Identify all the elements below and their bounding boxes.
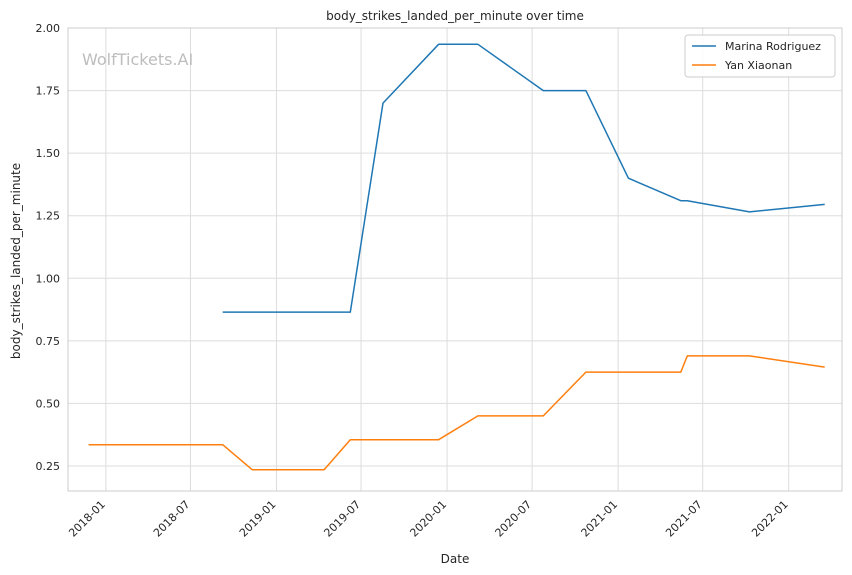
y-tick-label: 0.75 xyxy=(36,335,61,348)
legend: Marina Rodriguez Yan Xiaonan xyxy=(684,34,836,78)
watermark: WolfTickets.AI xyxy=(82,50,193,69)
plot-frame xyxy=(67,27,843,492)
y-tick-label: 0.50 xyxy=(36,397,61,410)
legend-box xyxy=(684,34,836,78)
y-tick-label: 1.00 xyxy=(36,272,61,285)
y-tick-labels: 0.25 0.50 0.75 1.00 1.25 1.50 1.75 2.00 xyxy=(36,22,61,473)
x-axis-label: Date xyxy=(441,552,470,566)
series-layer xyxy=(88,43,825,471)
y-tick-label: 0.25 xyxy=(36,460,61,473)
series-line xyxy=(88,355,825,471)
y-tick-label: 1.50 xyxy=(36,147,61,160)
y-tick-label: 1.75 xyxy=(36,85,61,98)
y-tick-label: 1.25 xyxy=(36,210,61,223)
legend-entry: Marina Rodriguez xyxy=(725,40,821,53)
y-axis-label: body_strikes_landed_per_minute xyxy=(9,163,23,359)
y-tick-label: 2.00 xyxy=(36,22,61,35)
chart-title: body_strikes_landed_per_minute over time xyxy=(326,9,584,23)
series-line xyxy=(222,43,825,313)
legend-entry: Yan Xiaonan xyxy=(724,59,792,72)
